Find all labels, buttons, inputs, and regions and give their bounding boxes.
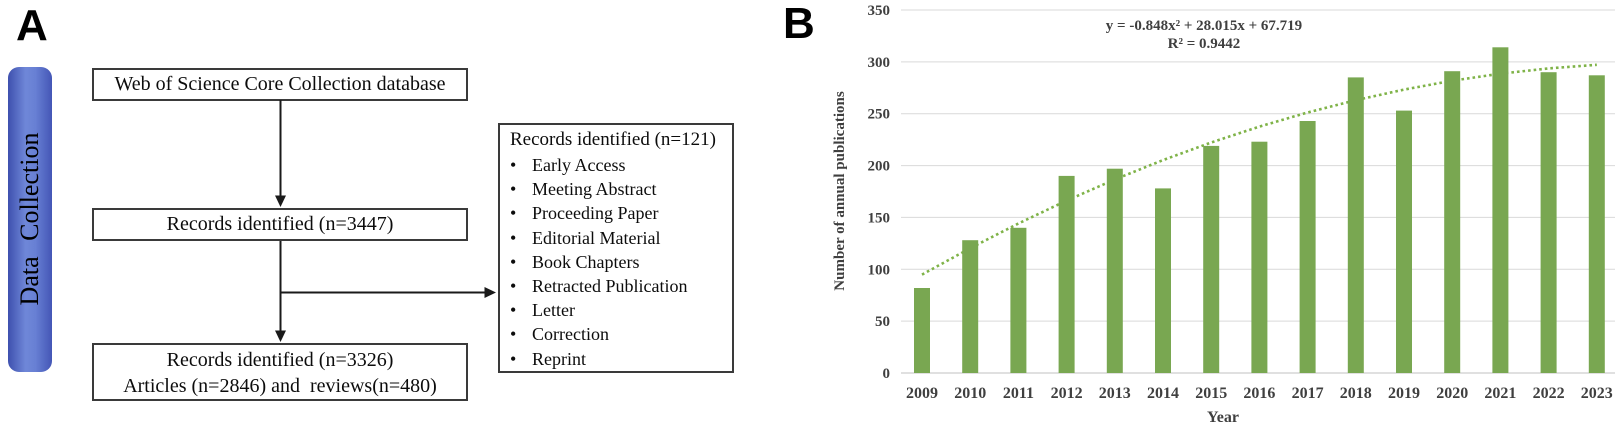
x-tick-label: 2009 [906,385,938,402]
y-tick-label: 150 [868,210,891,226]
bar-2022 [1540,72,1557,373]
bar-2015 [1203,145,1220,373]
bar-2013 [1106,168,1123,373]
x-tick-label: 2019 [1388,385,1420,402]
y-tick-label: 200 [868,159,891,175]
flow-box-excluded-records: Records identified (n=121) • Early Access… [498,123,734,373]
x-tick-label: 2011 [1003,385,1034,402]
bullet-icon: • [510,275,517,296]
bar-2011 [1010,227,1027,373]
excluded-item: • Meeting Abstract [500,177,732,201]
panel-a-label: A [16,1,48,50]
bar-2012 [1058,175,1075,373]
y-tick-label: 250 [868,107,891,123]
flow-box-final-line2: Articles (n=2846) and reviews(n=480) [123,375,437,397]
y-tick-label: 0 [883,366,891,382]
bar-2018 [1347,77,1364,374]
bar-2010 [962,240,979,373]
trendline-r-squared: R² = 0.9442 [1167,36,1241,52]
x-tick-label: 2014 [1147,385,1179,402]
excluded-item-label: Editorial Material [532,227,661,248]
y-tick-label: 100 [868,262,891,278]
flow-box-database: Web of Science Core Collection database [92,68,468,101]
bullet-icon: • [510,348,517,369]
excluded-records-title: Records identified (n=121) [510,129,716,150]
bullet-icon: • [510,251,517,272]
x-tick-label: 2017 [1292,385,1324,402]
arrow-records-to-final-head [275,330,286,342]
x-tick-label: 2012 [1051,385,1083,402]
excluded-item-label: Correction [532,324,609,345]
x-tick-label: 2020 [1436,385,1468,402]
x-tick-label: 2016 [1243,385,1275,402]
x-tick-label: 2010 [954,385,986,402]
bar-2021 [1492,47,1509,374]
excluded-records-list: • Early Access • Meeting Abstract • Proceedin… [500,153,732,371]
x-tick-label: 2022 [1533,385,1565,402]
bullet-icon: • [510,227,517,248]
bar-2017 [1299,121,1316,373]
flow-box-records-identified-text: Records identified (n=3447) [166,213,394,235]
bar-2009 [914,288,930,373]
excluded-item: • Correction [500,322,732,346]
flow-box-final-records: Records identified (n=3326) Articles (n=… [92,343,468,401]
excluded-item-label: Retracted Publication [532,275,688,296]
bar-2019 [1396,110,1412,373]
excluded-item-label: Proceeding Paper [532,203,659,224]
excluded-item: • Letter [500,298,732,322]
excluded-item: • Early Access [500,153,732,177]
y-tick-label: 50 [875,314,890,330]
excluded-item: • Book Chapters [500,250,732,274]
panel-b-label: B [783,0,815,48]
bullet-icon: • [510,155,517,175]
excluded-item-label: Early Access [532,155,626,175]
y-tick-label: 300 [868,55,891,71]
flow-box-records-identified: Records identified (n=3447) [92,208,468,241]
excluded-item-label: Reprint [532,348,586,369]
x-tick-label: 2021 [1484,385,1516,402]
y-tick-label: 350 [868,3,891,19]
bar-2023 [1588,75,1605,374]
bullet-icon: • [510,300,517,321]
y-axis-title: Number of annual publications [832,91,848,291]
excluded-item-label: Meeting Abstract [532,179,657,200]
arrow-branch-to-excluded-head [484,287,496,298]
x-tick-label: 2018 [1340,385,1372,402]
sidebar-title: Data Collection [15,132,44,306]
publications-bar-chart: 0 50 100 150 200 250 300 350 2009 2010 2011 2012 201… [780,0,1622,434]
bar-2016 [1251,141,1268,373]
excluded-item-label: Letter [532,300,575,321]
x-tick-label: 2013 [1099,385,1131,402]
excluded-item: • Reprint [500,347,732,371]
excluded-item-label: Book Chapters [532,251,640,272]
bullet-icon: • [510,203,517,224]
data-collection-sidebar: Data Collection [8,67,52,372]
arrow-db-to-records-head [275,195,286,207]
excluded-item: • Proceeding Paper [500,201,732,225]
bar-2020 [1444,71,1461,373]
trendline [921,63,1597,276]
x-tick-label: 2015 [1195,385,1227,402]
excluded-item: • Retracted Publication [500,274,732,298]
x-axis-title: Year [1207,409,1239,426]
x-tick-label: 2023 [1581,385,1613,402]
chart-svg: 0 50 100 150 200 250 300 350 2009 2010 2011 2012 201… [868,3,1615,402]
bullet-icon: • [510,179,517,200]
flow-box-final-line1: Records identified (n=3326) [166,349,394,371]
trendline-equation: y = -0.848x² + 28.015x + 67.719 [1105,18,1303,34]
excluded-item: • Editorial Material [500,226,732,250]
flow-box-database-text: Web of Science Core Collection database [114,73,446,95]
bullet-icon: • [510,324,517,345]
bar-2014 [1155,188,1171,373]
